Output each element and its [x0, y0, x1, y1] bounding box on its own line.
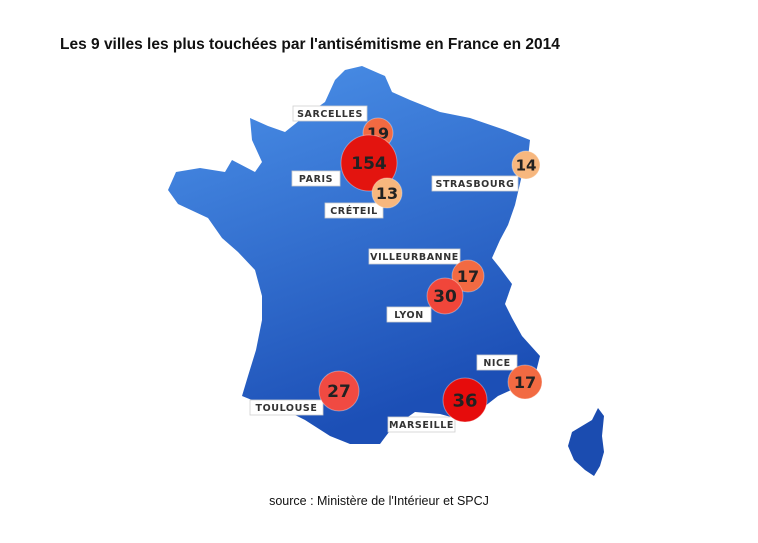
bubble-value: 14: [516, 156, 537, 174]
bubble-circle: [426, 277, 464, 315]
bubble-circle: [507, 364, 543, 400]
bubble-value: 17: [514, 373, 536, 392]
city-label-box: [386, 306, 432, 323]
city-label-box: [249, 399, 324, 416]
city-name: PARIS: [299, 174, 333, 185]
bubble-value: 30: [433, 287, 457, 307]
city-bubble-villeurbanne: 17: [451, 259, 485, 293]
city-label-paris: PARIS: [291, 170, 341, 187]
city-name: VILLEURBANNE: [370, 252, 459, 263]
bubble-value: 36: [452, 390, 477, 411]
city-bubble-creteil: 13: [371, 177, 403, 209]
city-bubble-toulouse: 27: [318, 370, 360, 412]
city-label-box: [324, 202, 384, 219]
city-label-strasbourg: STRASBOURG: [431, 175, 519, 192]
bubble-value: 154: [351, 154, 387, 174]
bubble-value: 17: [457, 267, 479, 286]
mainland-france-shape: [168, 66, 540, 444]
city-labels: SARCELLES PARIS CRÉTEIL STRASBOURG VILLEURBA…: [249, 105, 519, 433]
city-label-box: [387, 416, 456, 433]
city-label-creteil: CRÉTEIL: [324, 202, 384, 219]
city-label-toulouse: TOULOUSE: [249, 399, 324, 416]
city-name: NICE: [483, 358, 510, 369]
city-bubble-lyon: 30: [426, 277, 464, 315]
city-name: CRÉTEIL: [330, 205, 378, 217]
bubble-circle: [318, 370, 360, 412]
city-label-box: [292, 105, 368, 122]
bubble-circle: [371, 177, 403, 209]
city-bubble-marseille: 36: [442, 377, 488, 423]
bubble-circle: [442, 377, 488, 423]
city-name: LYON: [394, 310, 424, 321]
city-label-villeurbanne: VILLEURBANNE: [368, 248, 461, 265]
bubble-circle: [340, 134, 398, 192]
bubble-circle: [451, 259, 485, 293]
map-title: Les 9 villes les plus touchées par l'ant…: [60, 36, 560, 53]
city-label-lyon: LYON: [386, 306, 432, 323]
city-bubble-nice: 17: [507, 364, 543, 400]
city-bubble-paris: 154: [340, 134, 398, 192]
bubble-value: 27: [327, 382, 351, 402]
city-name: STRASBOURG: [436, 179, 515, 190]
city-bubble-strasbourg: 14: [511, 150, 541, 180]
city-label-box: [431, 175, 519, 192]
corsica-shape: [568, 408, 604, 476]
city-name: MARSEILLE: [389, 420, 454, 431]
bubble-circle: [511, 150, 541, 180]
city-label-box: [476, 354, 518, 371]
source-note: source : Ministère de l'Intérieur et SPC…: [269, 494, 489, 508]
city-label-nice: NICE: [476, 354, 518, 371]
city-name: SARCELLES: [297, 109, 363, 120]
city-label-box: [368, 248, 461, 265]
city-label-sarcelles: SARCELLES: [292, 105, 368, 122]
city-name: TOULOUSE: [256, 403, 318, 414]
bubble-value: 13: [376, 184, 398, 203]
city-label-box: [291, 170, 341, 187]
city-label-marseille: MARSEILLE: [387, 416, 456, 433]
